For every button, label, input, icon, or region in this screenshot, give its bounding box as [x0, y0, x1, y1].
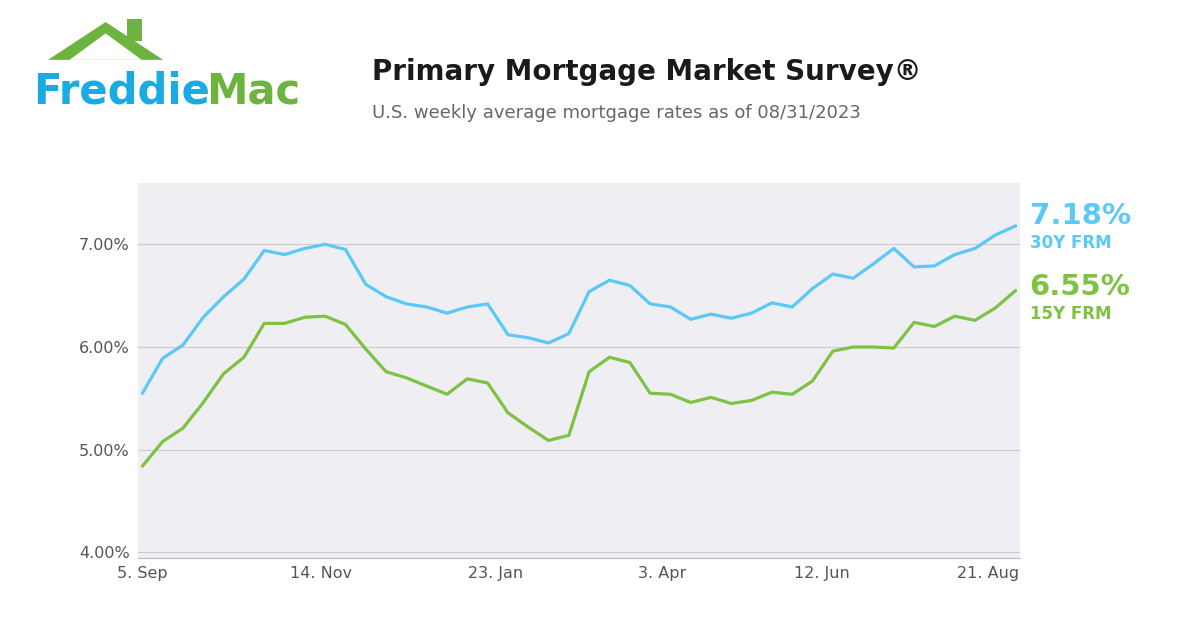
- Text: 6.55%: 6.55%: [1030, 273, 1130, 301]
- Text: 15Y FRM: 15Y FRM: [1030, 306, 1111, 323]
- Polygon shape: [48, 22, 163, 60]
- Text: Freddie: Freddie: [34, 71, 210, 112]
- Text: 7.18%: 7.18%: [1030, 202, 1130, 231]
- Text: U.S. weekly average mortgage rates as of 08/31/2023: U.S. weekly average mortgage rates as of…: [372, 105, 860, 122]
- Text: Primary Mortgage Market Survey®: Primary Mortgage Market Survey®: [372, 59, 922, 86]
- Text: 30Y FRM: 30Y FRM: [1030, 234, 1111, 253]
- Polygon shape: [70, 33, 142, 60]
- Text: Mac: Mac: [206, 71, 300, 112]
- Polygon shape: [127, 19, 142, 41]
